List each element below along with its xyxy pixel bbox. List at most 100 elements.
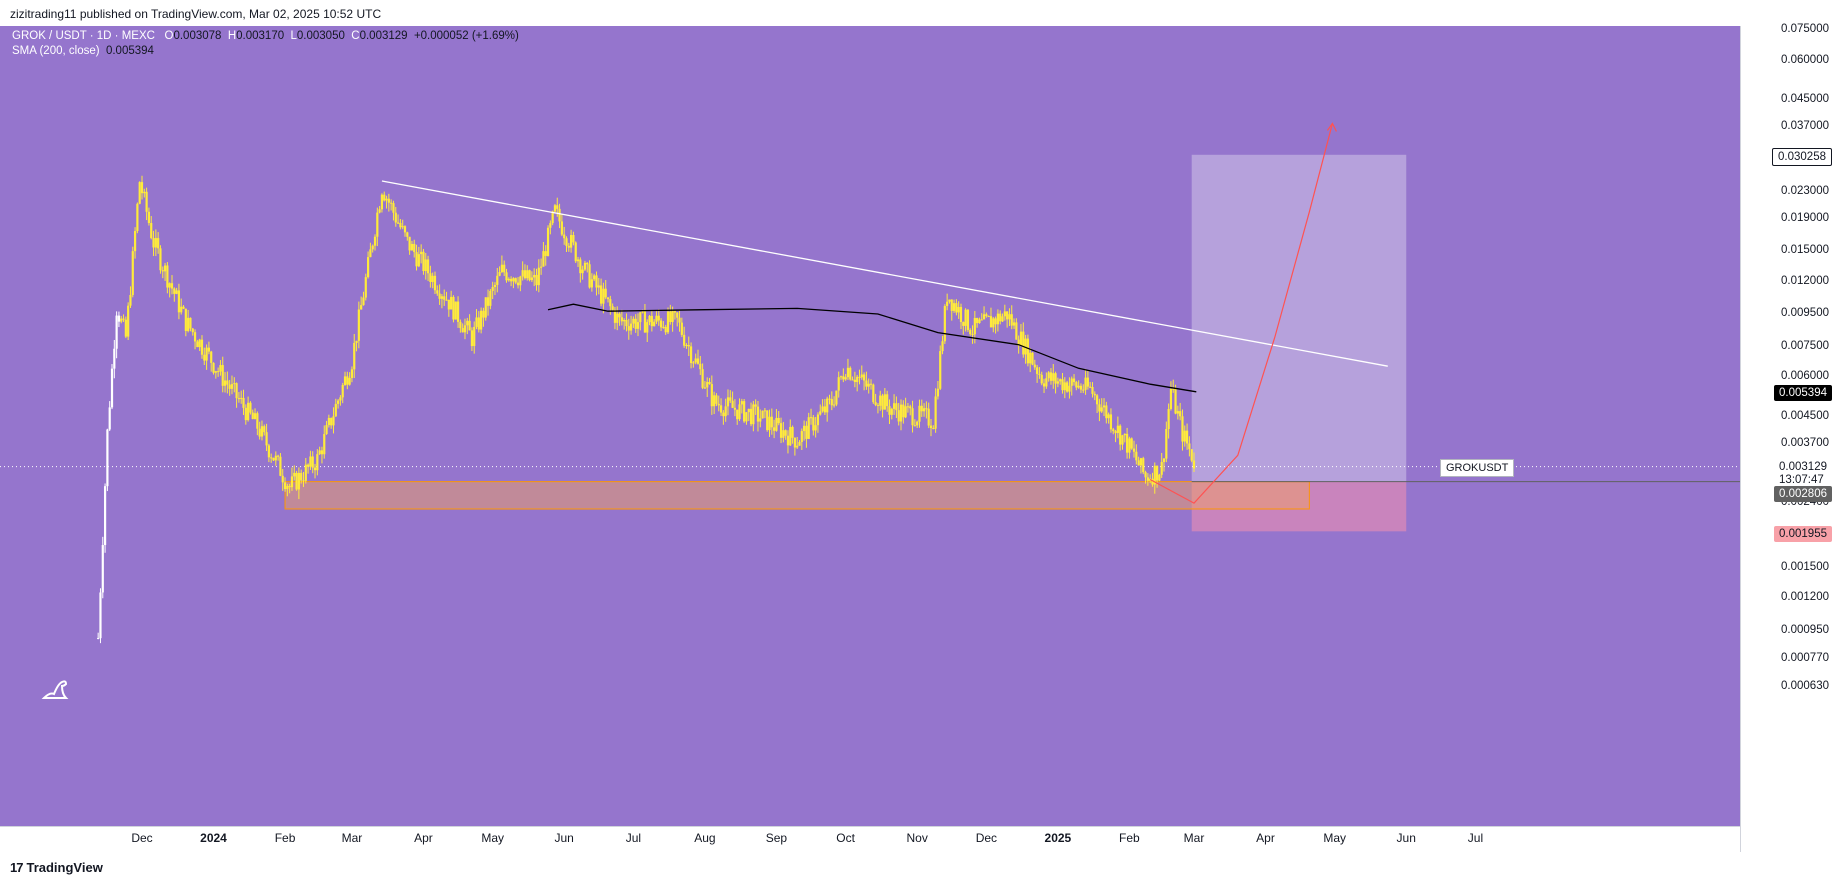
candle-body [556, 205, 559, 209]
candle-body [304, 464, 307, 481]
candle-body [136, 203, 139, 231]
time-tick-label: Jul [625, 831, 642, 845]
candle-body [643, 311, 647, 333]
candle-body [1100, 407, 1103, 412]
candle-body [904, 406, 907, 418]
candle-body [1031, 352, 1034, 365]
candle-body [966, 309, 970, 330]
open-label: O [164, 30, 174, 42]
candle-body [401, 226, 404, 228]
candle-body [1128, 438, 1131, 453]
tradingview-brand[interactable]: 17 TradingView [10, 860, 103, 875]
candle-body [154, 238, 157, 248]
time-tick-label: Aug [694, 831, 716, 845]
candle-body [170, 283, 174, 289]
candle-body [1098, 404, 1101, 412]
candle-body [516, 282, 520, 286]
chart-plot-area[interactable] [0, 26, 1740, 852]
candle-body [791, 426, 794, 438]
candle-body [726, 397, 730, 407]
candle-body [897, 410, 900, 422]
candle-body [1008, 314, 1011, 320]
candle-body [477, 317, 480, 330]
candle-body [858, 376, 861, 378]
candle-body [1068, 385, 1071, 392]
candle-body [886, 394, 889, 407]
candle-body [1082, 389, 1085, 391]
candle-body [996, 313, 1000, 325]
candle-body [971, 334, 974, 336]
candle-body [613, 309, 617, 323]
time-tick-label: Dec [131, 831, 153, 845]
candle-body [982, 314, 986, 320]
candle-body [272, 457, 275, 461]
candle-body [99, 592, 102, 639]
candle-body [779, 423, 783, 438]
candle-body [366, 257, 370, 278]
candle-body [240, 397, 243, 399]
candle-body [1105, 405, 1108, 419]
candle-body [636, 322, 640, 329]
candle-body [939, 351, 942, 389]
candle-body [583, 262, 587, 270]
candle-body [122, 318, 125, 320]
symbol-legend: GROK / USDT · 1D · MEXC O0.003078 H0.003… [12, 30, 519, 42]
candle-body [1146, 477, 1149, 481]
candle-body [752, 404, 755, 425]
candle-body [214, 371, 217, 373]
candle-body [1112, 429, 1115, 432]
candle-body [1102, 405, 1106, 408]
time-tick-label: Jul [1467, 831, 1484, 845]
candle-body [101, 545, 104, 593]
candle-body [221, 365, 224, 386]
candle-body [420, 251, 423, 255]
candle-body [253, 413, 257, 420]
candle-body [535, 274, 538, 286]
candle-body [1130, 438, 1133, 449]
candle-body [127, 305, 130, 337]
sma-legend-label: SMA (200, close) [12, 45, 100, 57]
price-tick-label: 0.060000 [1781, 53, 1829, 66]
candle-body [1010, 314, 1013, 326]
ticker-tag: GROKUSDT [1440, 459, 1515, 477]
candle-body [657, 315, 660, 321]
candle-body [424, 259, 427, 271]
price-chart[interactable] [0, 26, 1740, 852]
candle-body [853, 379, 856, 383]
time-axis[interactable] [0, 826, 1740, 853]
candle-body [334, 403, 337, 417]
candle-body [228, 384, 231, 389]
close-value: 0.003129 [359, 30, 408, 42]
candle-body [258, 428, 261, 437]
candle-body [159, 248, 162, 271]
candle-body [1109, 414, 1113, 430]
candle-body [1167, 408, 1170, 429]
candle-body [558, 208, 561, 222]
dino-watermark-icon [41, 680, 69, 699]
candle-body [650, 315, 653, 327]
candle-body [816, 414, 820, 426]
candle-body [819, 411, 822, 415]
candle-body [948, 299, 951, 302]
candle-body [1077, 385, 1080, 388]
candle-body [505, 272, 508, 281]
price-tick-label: 0.000950 [1781, 623, 1829, 636]
candle-body [196, 341, 199, 348]
candle-body [373, 236, 377, 246]
candle-body [1061, 379, 1064, 391]
candle-body [274, 455, 277, 461]
candle-body [881, 395, 884, 410]
time-tick-label: Sep [765, 831, 788, 845]
candle-body [249, 402, 252, 413]
candle-body [821, 406, 824, 412]
candle-body [263, 426, 266, 433]
candle-body [833, 404, 836, 406]
candle-body [888, 406, 891, 415]
candle-body [699, 363, 702, 370]
candle-body [466, 320, 469, 326]
candle-body [519, 276, 522, 286]
candle-body [270, 457, 273, 459]
candle-body [745, 412, 748, 422]
candle-body [168, 283, 171, 288]
time-tick-label: Jun [1396, 831, 1416, 845]
